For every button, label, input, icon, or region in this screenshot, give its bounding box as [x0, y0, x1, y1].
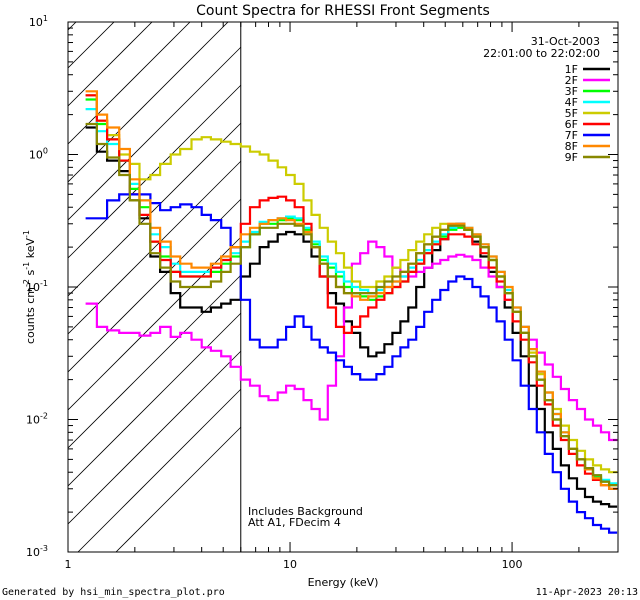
series-7f: [85, 193, 618, 534]
series-8f: [85, 90, 618, 490]
chart-title: Count Spectra for RHESSI Front Segments: [196, 3, 490, 19]
background-note: Includes Background: [248, 505, 363, 518]
hatch-line: [68, 84, 242, 259]
hatch-line: [68, 312, 242, 487]
y-tick-label: 10-1: [26, 279, 48, 294]
hatch-line: [68, 22, 115, 69]
legend-label-5f: 5F: [565, 107, 578, 120]
axis-tick-labels: 1 10 100 101 100 10-1 10-2 10-3: [26, 14, 523, 571]
legend-label-7f: 7F: [565, 129, 578, 142]
axis-ticks: [67, 22, 619, 553]
hatch-line: [68, 198, 242, 373]
y-axis-label: counts cm-2 s-1 keV-1: [22, 230, 37, 344]
hatch-line: [68, 350, 242, 525]
x-tick-label: 1: [65, 558, 72, 571]
series-9f: [85, 122, 618, 487]
series-2f: [85, 240, 618, 442]
footer-generator: Generated by hsi_min_spectra_plot.pro: [2, 587, 225, 598]
y-tick-label: 10-2: [26, 412, 48, 427]
hatch-line: [68, 274, 242, 449]
legend-label-8f: 8F: [565, 140, 578, 153]
y-tick-label: 100: [29, 147, 48, 162]
legend-label-2f: 2F: [565, 74, 578, 87]
legend-label-6f: 6F: [565, 118, 578, 131]
hatch-line: [68, 22, 153, 107]
x-tick-label: 10: [283, 558, 297, 571]
hatch-line: [68, 22, 229, 183]
legend-label-1f: 1F: [565, 63, 578, 76]
hatch-line: [68, 122, 242, 297]
time-range-label: 22:01:00 to 22:02:00: [483, 47, 600, 60]
hatch-line: [115, 426, 242, 552]
y-tick-label: 10-3: [26, 544, 48, 559]
y-tick-label: 101: [29, 14, 48, 29]
background-hatch-region: [68, 22, 242, 552]
series-1f: [85, 126, 618, 508]
hatch-line: [77, 388, 242, 552]
date-label: 31-Oct-2003: [531, 35, 600, 48]
x-axis-label: Energy (keV): [308, 576, 379, 589]
hatch-line: [68, 46, 242, 221]
legend-label-3f: 3F: [565, 85, 578, 98]
attenuator-note: Att A1, FDecim 4: [248, 516, 341, 529]
footer-timestamp: 11-Apr-2023 20:13: [536, 587, 638, 598]
series-layer: [85, 90, 618, 534]
legend-label-9f: 9F: [565, 151, 578, 164]
legend-label-4f: 4F: [565, 96, 578, 109]
x-tick-label: 100: [502, 558, 523, 571]
